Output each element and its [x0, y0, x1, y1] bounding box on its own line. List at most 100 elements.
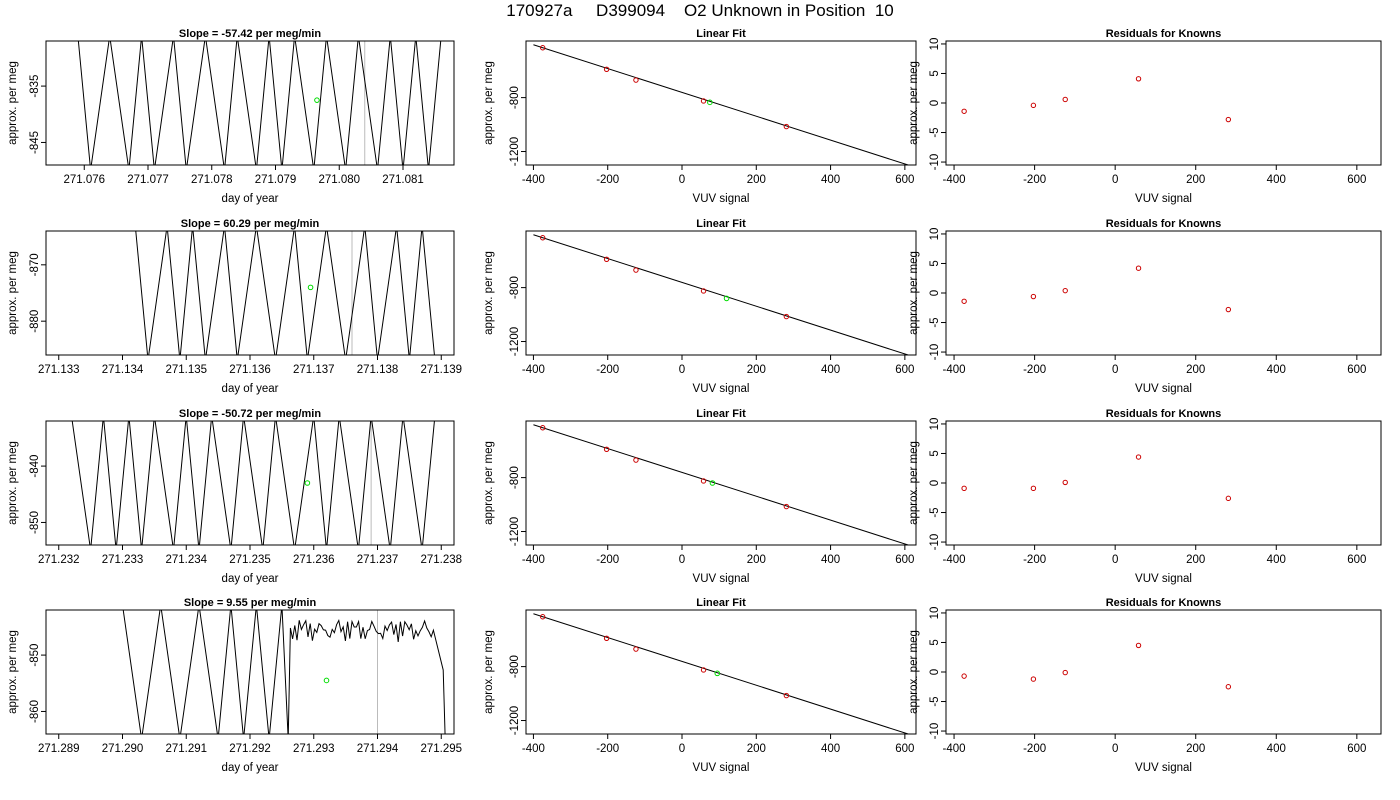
x-tick-label: -400: [522, 554, 545, 566]
x-tick-label: 200: [747, 554, 766, 566]
known-point: [783, 313, 790, 320]
fit-line: [533, 424, 909, 545]
unknown-point: [304, 480, 311, 486]
x-tick-label: 0: [1112, 364, 1118, 376]
plot-frame: [45, 40, 455, 166]
known-point: [1225, 116, 1232, 123]
y-axis-label: approx. per meg: [483, 630, 495, 714]
y-axis-label: approx. per meg: [7, 251, 19, 335]
x-tick-label: 200: [747, 174, 766, 186]
x-axis-label: VUV signal: [693, 573, 750, 585]
unknown-point: [323, 677, 330, 684]
plot-frame: [525, 230, 917, 356]
known-point: [961, 108, 967, 114]
y-axis-label: approx. per meg: [7, 630, 19, 714]
y-axis-label: approx. per meg: [483, 61, 495, 145]
data-trace: [122, 610, 446, 734]
x-tick-label: 0: [1112, 743, 1118, 755]
x-tick-label: 271.081: [382, 174, 424, 186]
x-axis-label: VUV signal: [693, 383, 750, 395]
x-tick-label: 400: [821, 554, 840, 566]
x-tick-label: 0: [679, 174, 685, 186]
x-tick-label: -200: [596, 174, 619, 186]
unknown-point: [714, 670, 721, 677]
unknown-point: [314, 97, 320, 103]
y-tick-label: -10: [929, 344, 941, 361]
x-tick-label: 271.233: [102, 554, 144, 566]
x-tick-label: 271.080: [318, 174, 360, 186]
y-tick-label: -1200: [509, 137, 521, 166]
known-point: [633, 77, 639, 83]
known-point: [1030, 485, 1037, 492]
x-tick-label: 400: [1267, 364, 1286, 376]
plot-frame: [45, 609, 455, 735]
x-tick-label: -400: [522, 174, 545, 186]
known-point: [540, 425, 546, 431]
plot-area: [961, 642, 1232, 690]
known-point: [1225, 684, 1232, 690]
plot-area: [135, 231, 435, 355]
x-axis-label: VUV signal: [1135, 193, 1192, 205]
x-tick-label: -200: [596, 743, 619, 755]
x-tick-label: 600: [895, 554, 914, 566]
x-axis-label: day of year: [222, 762, 279, 774]
x-tick-label: 600: [895, 743, 914, 755]
known-point: [961, 673, 967, 679]
x-tick-label: 271.293: [293, 743, 335, 755]
x-tick-label: 200: [1186, 743, 1205, 755]
known-point: [1225, 306, 1232, 313]
panel-title: Linear Fit: [696, 408, 746, 420]
x-tick-label: 200: [1186, 554, 1205, 566]
x-tick-label: 271.238: [420, 554, 462, 566]
y-axis-label: approx. per meg: [483, 251, 495, 335]
x-tick-label: 400: [821, 743, 840, 755]
panel-2-2: -400 -200 0 200 400 600 -1200 -800 Linear Fit VUV…: [483, 218, 917, 395]
known-point: [783, 123, 790, 130]
x-tick-label: 271.235: [229, 554, 271, 566]
plot-area: [961, 265, 1232, 313]
x-tick-label: 600: [895, 364, 914, 376]
y-axis-label: approx. per meg: [908, 61, 920, 145]
data-trace: [71, 421, 435, 545]
x-tick-label: 400: [1267, 743, 1286, 755]
panel-title: Linear Fit: [696, 218, 746, 230]
y-tick-label: -840: [29, 455, 41, 478]
x-tick-label: -400: [943, 554, 966, 566]
known-point: [1225, 495, 1232, 502]
x-tick-label: -200: [1023, 364, 1046, 376]
y-axis-label: approx. per meg: [908, 251, 920, 335]
panel-4-3: -400 -200 0 200 400 600 -10 -5 0 5 10 Residuals for…: [908, 597, 1382, 774]
plot-area: [533, 234, 909, 355]
x-tick-label: 400: [1267, 554, 1286, 566]
known-point: [1062, 669, 1068, 676]
panel-2-1: 271.133 271.134 271.135 271.136 271.137 271.1…: [7, 218, 462, 395]
x-tick-label: 0: [679, 743, 685, 755]
x-tick-label: -200: [596, 554, 619, 566]
known-point: [633, 457, 639, 463]
panel-2-3: -400 -200 0 200 400 600 -10 -5 0 5 10 Residuals for…: [908, 218, 1382, 395]
x-tick-label: 271.137: [293, 364, 335, 376]
x-tick-label: -200: [1023, 743, 1046, 755]
x-tick-label: 271.289: [38, 743, 80, 755]
plot-frame: [525, 420, 917, 546]
plot-area: [961, 454, 1232, 502]
known-point: [700, 288, 707, 294]
panel-1-3: -400 -200 0 200 400 600 -10 -5 0 5 10 Residuals for…: [908, 28, 1382, 205]
y-tick-label: -10: [929, 534, 941, 551]
plot-frame: [45, 230, 455, 356]
y-tick-label: -860: [29, 700, 41, 723]
y-tick-label: 5: [929, 639, 941, 645]
plot-frame: [525, 40, 917, 166]
plot-area: [77, 41, 442, 165]
x-tick-label: 200: [747, 364, 766, 376]
y-tick-label: 10: [929, 228, 941, 241]
x-tick-label: 600: [1347, 174, 1366, 186]
plot-frame: [45, 420, 455, 546]
panel-title: Linear Fit: [696, 597, 746, 609]
x-tick-label: 271.237: [357, 554, 399, 566]
y-tick-label: -850: [29, 644, 41, 667]
x-axis-label: day of year: [222, 573, 279, 585]
x-tick-label: 271.295: [420, 743, 462, 755]
panel-1-1: 271.076 271.077 271.078 271.079 271.080 271.0…: [7, 28, 455, 205]
y-tick-label: -880: [29, 310, 41, 333]
